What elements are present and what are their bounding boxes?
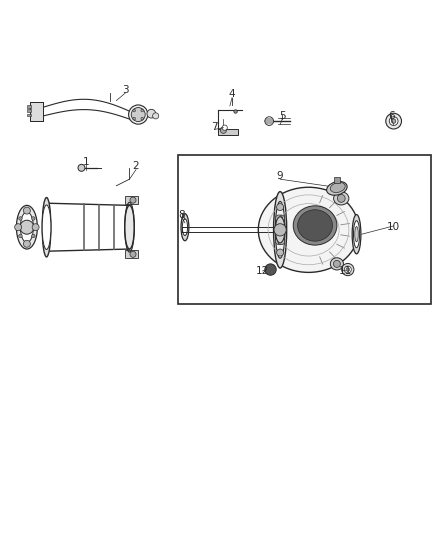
Circle shape xyxy=(32,234,35,238)
Circle shape xyxy=(222,125,227,130)
Circle shape xyxy=(265,264,276,275)
Circle shape xyxy=(389,117,398,125)
Circle shape xyxy=(276,238,283,245)
Ellipse shape xyxy=(330,258,343,270)
Circle shape xyxy=(23,207,30,214)
Ellipse shape xyxy=(297,210,332,241)
Circle shape xyxy=(133,109,135,112)
Circle shape xyxy=(277,204,284,211)
Circle shape xyxy=(277,249,284,256)
Circle shape xyxy=(278,238,285,245)
Bar xyxy=(177,155,431,304)
Ellipse shape xyxy=(20,212,33,243)
Polygon shape xyxy=(267,118,272,121)
Bar xyxy=(27,114,31,116)
Circle shape xyxy=(19,217,22,220)
Circle shape xyxy=(130,197,136,203)
Circle shape xyxy=(32,224,39,231)
Polygon shape xyxy=(265,121,269,124)
Circle shape xyxy=(392,119,396,123)
Circle shape xyxy=(152,113,159,119)
Bar xyxy=(27,105,31,108)
Text: 7: 7 xyxy=(211,122,218,132)
Circle shape xyxy=(274,224,286,236)
Circle shape xyxy=(141,117,144,120)
Ellipse shape xyxy=(293,206,337,245)
Circle shape xyxy=(344,266,351,273)
Ellipse shape xyxy=(352,215,361,254)
Bar xyxy=(27,109,31,112)
Polygon shape xyxy=(269,121,274,124)
Circle shape xyxy=(19,234,22,238)
Circle shape xyxy=(23,240,30,247)
Bar xyxy=(30,102,43,121)
Bar xyxy=(218,128,238,135)
Ellipse shape xyxy=(42,198,51,257)
Text: 9: 9 xyxy=(277,171,283,181)
Ellipse shape xyxy=(258,187,359,272)
Circle shape xyxy=(278,215,285,222)
Text: 2: 2 xyxy=(133,161,139,171)
Text: 5: 5 xyxy=(279,111,286,121)
Polygon shape xyxy=(267,121,272,124)
Circle shape xyxy=(129,105,148,124)
Bar xyxy=(30,102,43,121)
Circle shape xyxy=(346,268,350,271)
Circle shape xyxy=(133,117,135,120)
Ellipse shape xyxy=(327,181,347,195)
Text: 1: 1 xyxy=(82,157,89,167)
Ellipse shape xyxy=(16,205,37,249)
Bar xyxy=(334,177,339,183)
Ellipse shape xyxy=(355,227,358,242)
Circle shape xyxy=(276,215,283,222)
Circle shape xyxy=(32,217,35,220)
Circle shape xyxy=(20,220,34,234)
Circle shape xyxy=(234,110,237,113)
Circle shape xyxy=(386,113,402,129)
Ellipse shape xyxy=(276,217,285,243)
Circle shape xyxy=(342,263,354,276)
Bar xyxy=(46,203,130,251)
Ellipse shape xyxy=(353,221,360,248)
Ellipse shape xyxy=(125,205,134,249)
Text: 4: 4 xyxy=(229,89,235,99)
Bar xyxy=(125,251,138,258)
Ellipse shape xyxy=(181,214,189,241)
Polygon shape xyxy=(265,118,269,121)
Circle shape xyxy=(78,164,85,171)
Text: 8: 8 xyxy=(179,210,185,220)
Circle shape xyxy=(220,127,226,133)
Ellipse shape xyxy=(274,192,287,268)
Ellipse shape xyxy=(330,182,345,192)
Circle shape xyxy=(14,224,21,231)
Text: 11: 11 xyxy=(339,266,352,276)
Bar xyxy=(125,196,138,204)
Polygon shape xyxy=(269,118,274,121)
Ellipse shape xyxy=(42,205,51,249)
Text: 6: 6 xyxy=(388,111,395,121)
Circle shape xyxy=(141,109,144,112)
Circle shape xyxy=(130,251,136,257)
Ellipse shape xyxy=(182,219,187,236)
Text: 10: 10 xyxy=(387,222,400,232)
Circle shape xyxy=(337,195,345,203)
Text: 3: 3 xyxy=(122,85,128,95)
Text: 12: 12 xyxy=(256,266,269,276)
Circle shape xyxy=(147,109,155,118)
Circle shape xyxy=(333,261,340,268)
Circle shape xyxy=(131,108,145,122)
Ellipse shape xyxy=(276,201,285,258)
Ellipse shape xyxy=(334,192,349,205)
